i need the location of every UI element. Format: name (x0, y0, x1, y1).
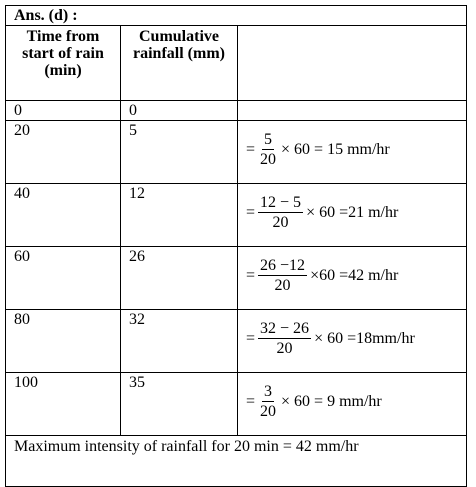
data-row: 100 35 = 3 20 × 60 = 9 mm/hr (5, 372, 468, 436)
header-row: Ans. (d) : (4, 5, 468, 26)
time-cell: 60 (5, 246, 121, 310)
fraction: 26 −12 20 (258, 257, 308, 296)
formula-result: × 60 = 15 mm/hr (281, 141, 390, 159)
answer-table-container: Ans. (d) : Time from start of rain (min)… (4, 5, 468, 487)
conclusion-text: Maximum intensity of rainfall for 20 min… (4, 435, 468, 487)
formula-result: × 60 =21 m/hr (306, 204, 399, 222)
denominator: 20 (272, 214, 289, 231)
equals-sign: = (246, 204, 256, 222)
data-row: 60 26 = 26 −12 20 ×60 =42 m/hr (5, 246, 468, 310)
equals-sign: = (246, 141, 256, 159)
answer-table: Ans. (d) : Time from start of rain (min)… (4, 5, 468, 487)
numerator: 32 − 26 (258, 320, 312, 339)
formula-result: × 60 =18mm/hr (314, 330, 415, 348)
time-cell: 80 (5, 309, 121, 373)
equals-sign: = (246, 330, 256, 348)
rainfall-cell: 35 (120, 372, 238, 436)
answer-label: Ans. (d) : (4, 5, 468, 26)
data-row: 80 32 = 32 − 26 20 × 60 =18mm/hr (5, 309, 468, 373)
time-cell: 20 (5, 120, 121, 184)
rainfall-cell: 32 (120, 309, 238, 373)
fraction: 32 − 26 20 (258, 320, 312, 359)
formula-cell: = 26 −12 20 ×60 =42 m/hr (236, 246, 468, 310)
denominator: 20 (260, 151, 277, 168)
formula-cell: = 5 20 × 60 = 15 mm/hr (236, 120, 468, 184)
formula-cell: = 12 − 5 20 × 60 =21 m/hr (236, 183, 468, 247)
rainfall-cell: 0 (120, 100, 238, 121)
column-header-row: Time from start of rain (min) Cumulative… (5, 25, 468, 101)
numerator: 3 (262, 383, 275, 402)
numerator: 26 −12 (258, 257, 308, 276)
data-row: 20 5 = 5 20 × 60 = 15 mm/hr (5, 120, 468, 184)
numerator: 12 − 5 (258, 194, 304, 213)
numerator: 5 (262, 131, 275, 150)
denominator: 20 (260, 403, 277, 420)
denominator: 20 (274, 277, 291, 294)
formula-result: × 60 = 9 mm/hr (281, 393, 382, 411)
time-cell: 100 (5, 372, 121, 436)
rainfall-cell: 12 (120, 183, 238, 247)
rainfall-cell: 26 (120, 246, 238, 310)
formula-cell: = 3 20 × 60 = 9 mm/hr (236, 372, 468, 436)
fraction: 12 − 5 20 (258, 194, 304, 233)
fraction: 5 20 (258, 131, 278, 170)
column-header: Time from start of rain (min) (5, 25, 121, 101)
rainfall-cell: 5 (120, 120, 238, 184)
fraction: 3 20 (258, 383, 278, 422)
equals-sign: = (246, 267, 256, 285)
time-cell: 40 (5, 183, 121, 247)
formula-result: ×60 =42 m/hr (310, 267, 399, 285)
column-header (236, 25, 468, 101)
formula-cell: = 32 − 26 20 × 60 =18mm/hr (236, 309, 468, 373)
denominator: 20 (276, 340, 293, 357)
formula-cell (236, 100, 468, 121)
table-body: Ans. (d) : Time from start of rain (min)… (4, 5, 468, 487)
equals-sign: = (246, 393, 256, 411)
footer-row: Maximum intensity of rainfall for 20 min… (4, 435, 468, 487)
column-header: Cumulative rainfall (mm) (120, 25, 238, 101)
data-row: 40 12 = 12 − 5 20 × 60 =21 m/hr (5, 183, 468, 247)
time-cell: 0 (5, 100, 121, 121)
